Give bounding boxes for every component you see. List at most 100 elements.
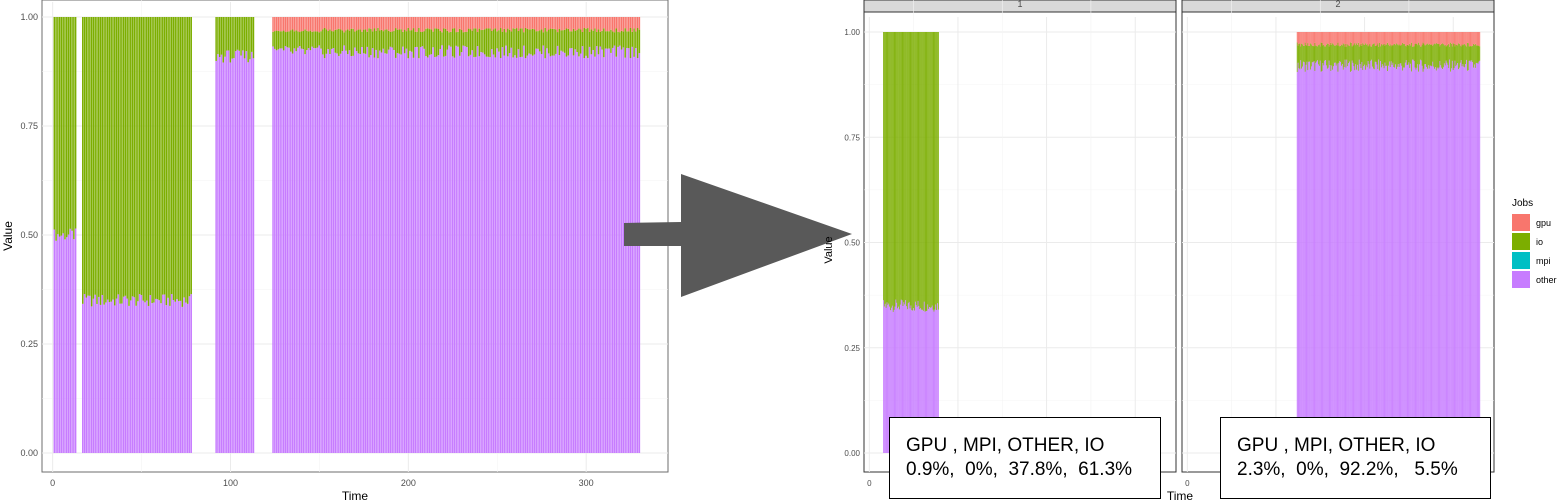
bar-other — [1411, 71, 1412, 453]
bar-gpu — [1443, 32, 1445, 46]
bar-other — [499, 58, 502, 453]
bar-other — [437, 55, 440, 454]
bar-other — [336, 53, 338, 454]
bar-other — [83, 294, 86, 453]
bar-other — [1383, 68, 1385, 453]
bar-gpu — [1381, 32, 1383, 46]
bar-io — [330, 31, 333, 49]
bar-io — [555, 29, 557, 54]
bar-io — [1415, 43, 1417, 70]
bar-io — [594, 28, 596, 57]
bar-io — [1418, 42, 1420, 72]
bar-other — [1445, 60, 1447, 454]
bar-other — [329, 53, 331, 453]
bar-gpu — [453, 17, 456, 29]
bar-gpu — [346, 17, 349, 30]
bar-io — [176, 17, 178, 300]
bar-other — [1357, 64, 1358, 453]
bar-other — [1433, 66, 1435, 454]
bar-other — [890, 310, 891, 453]
right-y-axis-label: Value — [823, 236, 835, 263]
bar-other — [1404, 67, 1405, 453]
bar-io — [572, 28, 575, 56]
bar-other — [893, 309, 895, 453]
bar-io — [542, 32, 545, 46]
bar-other — [1302, 61, 1304, 453]
bar-gpu — [443, 17, 445, 29]
bar-io — [480, 30, 482, 53]
bar-io — [547, 29, 550, 54]
bar-gpu — [617, 17, 619, 32]
bar-gpu — [1427, 32, 1429, 45]
bar-io — [437, 29, 440, 56]
bar-other — [71, 230, 73, 453]
bar-other — [930, 307, 932, 453]
bar-io — [242, 17, 244, 51]
bar-other — [117, 294, 120, 453]
bar-gpu — [1457, 32, 1459, 46]
bar-other — [1439, 60, 1441, 454]
bar-gpu — [441, 17, 443, 33]
bar-other — [629, 58, 632, 454]
bar-gpu — [1467, 32, 1469, 44]
bar-io — [546, 31, 548, 49]
bar-io — [896, 32, 898, 303]
bar-other — [523, 45, 525, 453]
bar-io — [1412, 46, 1414, 60]
bar-gpu — [297, 17, 299, 32]
bar-other — [920, 308, 922, 453]
bar-other — [53, 229, 56, 453]
bar-io — [1476, 45, 1478, 63]
bar-io — [544, 27, 546, 59]
bar-io — [395, 28, 397, 58]
bar-other — [1370, 60, 1372, 453]
bar-io — [318, 32, 321, 46]
bar-other — [1360, 68, 1362, 454]
bar-other — [302, 49, 305, 453]
bar-gpu — [1327, 32, 1329, 44]
bar-other — [375, 49, 377, 454]
bar-gpu — [627, 17, 630, 32]
bar-io — [928, 32, 930, 309]
bar-other — [1371, 59, 1373, 453]
bar-other — [1451, 60, 1453, 453]
bar-gpu — [391, 17, 393, 32]
bar-io — [1407, 44, 1409, 65]
bar-other — [402, 46, 404, 453]
bar-other — [160, 303, 162, 453]
bar-io — [1319, 46, 1321, 61]
bar-io — [887, 32, 889, 305]
bar-other — [1437, 68, 1439, 453]
bar-other — [176, 299, 178, 453]
bar-io — [1455, 44, 1457, 67]
bar-other — [895, 299, 897, 453]
bar-other — [1447, 64, 1449, 454]
bar-io — [606, 31, 609, 49]
bar-gpu — [281, 17, 283, 32]
bar-gpu — [425, 17, 427, 29]
facet-1-x-tick-labels: 0 — [867, 479, 872, 488]
bar-io — [1456, 44, 1458, 65]
bar-io — [1348, 45, 1349, 64]
bar-gpu — [1300, 32, 1302, 47]
bar-gpu — [1296, 32, 1298, 43]
bar-other — [1466, 59, 1467, 454]
bar-gpu — [1326, 32, 1328, 44]
bar-io — [1342, 43, 1344, 70]
bar-other — [414, 47, 417, 454]
bar-gpu — [361, 17, 363, 32]
bar-io — [466, 31, 468, 48]
bar-io — [245, 17, 248, 52]
bar-io — [595, 32, 598, 47]
bar-other — [912, 310, 914, 453]
bar-other — [590, 54, 593, 454]
bar-other — [611, 47, 614, 454]
bar-io — [1343, 44, 1345, 68]
bar-gpu — [473, 17, 475, 29]
bar-gpu — [587, 17, 589, 29]
bar-io — [314, 31, 317, 49]
bar-gpu — [435, 17, 438, 29]
bar-io — [1466, 42, 1468, 71]
bar-gpu — [282, 17, 285, 31]
facet-1-bars — [883, 32, 939, 453]
